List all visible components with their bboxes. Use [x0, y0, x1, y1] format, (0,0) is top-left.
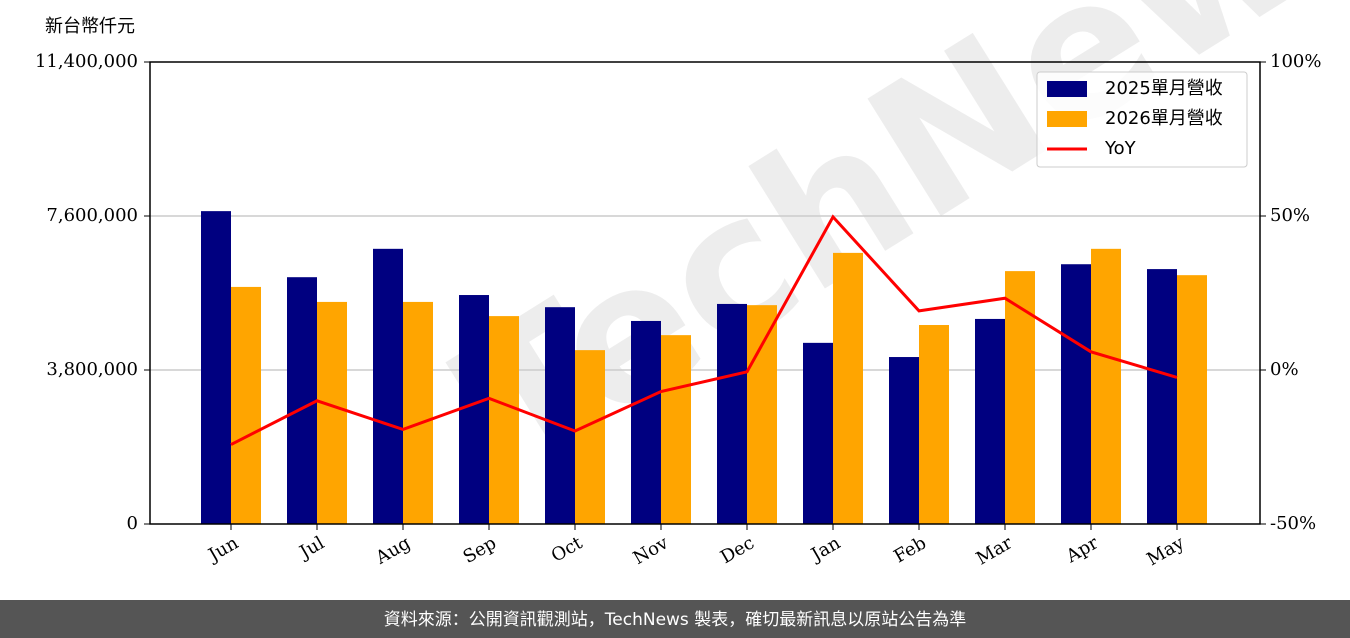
y2-tick-label: -50%	[1270, 513, 1316, 534]
bar	[889, 357, 919, 524]
y-tick-label: 3,800,000	[46, 359, 138, 380]
legend-swatch	[1047, 81, 1087, 97]
bar	[717, 303, 747, 524]
x-tick-label: Jul	[294, 532, 328, 564]
bar	[1177, 275, 1207, 524]
y-tick-label: 0	[127, 513, 138, 534]
x-tick-label: Apr	[1062, 532, 1102, 567]
bar	[1061, 264, 1091, 524]
bar	[833, 252, 863, 524]
x-tick-label: Mar	[973, 532, 1017, 569]
plot-frame	[149, 61, 1261, 525]
bar	[373, 248, 403, 525]
x-tick-label: Jun	[203, 532, 242, 567]
legend-box	[1036, 71, 1248, 168]
bar	[403, 301, 433, 524]
x-tick-label: Aug	[371, 532, 414, 569]
bar	[317, 301, 347, 524]
bar	[201, 211, 231, 524]
bar	[803, 342, 833, 524]
bar	[747, 305, 777, 524]
x-tick-label: May	[1143, 532, 1188, 570]
footer-bar	[0, 600, 1350, 638]
bar	[489, 316, 519, 524]
x-tick-label: Oct	[548, 532, 587, 567]
x-tick-label: Jan	[806, 532, 844, 566]
line	[230, 214, 1178, 446]
bar	[1091, 248, 1121, 525]
y2-tick-label: 100%	[1270, 51, 1321, 72]
bar	[975, 318, 1005, 524]
x-tick-label: Sep	[460, 532, 500, 567]
source-note: 資料來源：公開資訊觀測站，TechNews 製表，確切最新訊息以原站公告為準	[384, 610, 966, 630]
bar	[661, 335, 691, 524]
legend-label: 2026單月營收	[1105, 108, 1223, 129]
y2-tick-label: 50%	[1270, 205, 1310, 226]
legend-swatch	[1047, 111, 1087, 127]
bar	[545, 307, 575, 524]
bar	[575, 350, 605, 524]
bar	[1147, 269, 1177, 524]
bar	[287, 277, 317, 524]
x-tick-label: Nov	[630, 532, 673, 569]
legend-label: YoY	[1104, 138, 1137, 159]
x-tick-label: Feb	[890, 532, 930, 567]
y-tick-label: 11,400,000	[35, 51, 138, 72]
bar	[459, 295, 489, 524]
bar	[919, 325, 949, 524]
bar	[631, 320, 661, 524]
y-tick-label: 7,600,000	[46, 205, 138, 226]
legend-label: 2025單月營收	[1105, 78, 1223, 99]
bar	[231, 286, 261, 524]
y-axis-label: 新台幣仟元	[45, 16, 135, 37]
x-tick-label: Dec	[717, 532, 758, 568]
y2-tick-label: 0%	[1270, 359, 1299, 380]
